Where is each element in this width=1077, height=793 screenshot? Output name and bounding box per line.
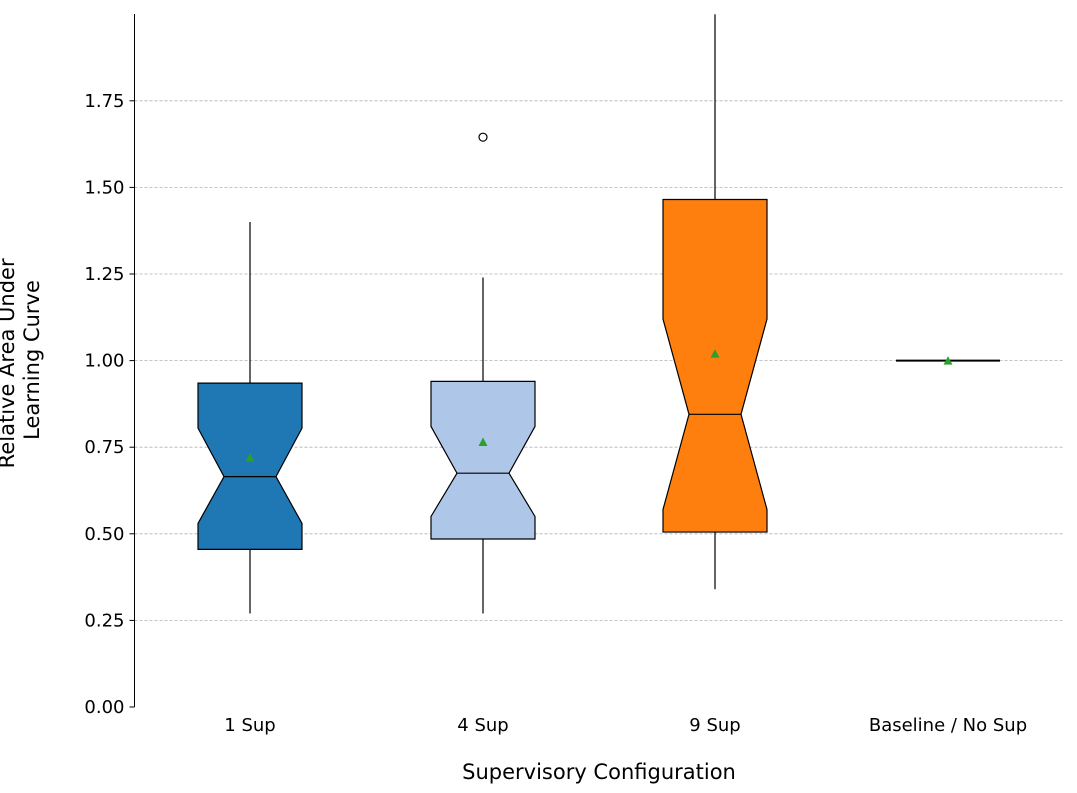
box-group [430, 132, 536, 614]
mean-marker [245, 453, 255, 462]
y-axis-title: Relative Area Under Learning Curve [0, 252, 44, 469]
box-body [430, 380, 536, 540]
x-tick-label: 9 Sup [689, 715, 740, 736]
x-tick-label: Baseline / No Sup [869, 715, 1027, 736]
x-axis-title: Supervisory Configuration [462, 760, 736, 784]
mean-marker [478, 437, 488, 447]
y-tick-label: 1.75 [84, 91, 124, 112]
y-tick-label: 1.50 [84, 177, 124, 198]
box-body [197, 382, 303, 550]
box-group [662, 14, 768, 590]
boxes [197, 14, 1000, 614]
y-tick-label: 0.00 [84, 697, 124, 718]
y-ticks: 0.00 0.25 0.50 0.75 1.00 1.25 1.50 1.75 [84, 91, 135, 718]
outlier-point [478, 132, 488, 142]
x-ticks: 1 Sup 4 Sup 9 Sup Baseline / No Sup [224, 715, 1027, 736]
y-tick-label: 0.75 [84, 437, 124, 458]
y-axis-title-line-1: Relative Area Under [0, 258, 19, 468]
y-tick-label: 1.25 [84, 264, 124, 285]
y-axis-title-line-2: Learning Curve [20, 280, 44, 440]
box-group [197, 222, 303, 614]
y-tick-label: 1.00 [84, 351, 124, 372]
y-tick-label: 0.25 [84, 610, 124, 631]
mean-marker [710, 349, 720, 358]
x-tick-label: 4 Sup [457, 715, 508, 736]
x-tick-label: 1 Sup [224, 715, 275, 736]
box-body [662, 198, 768, 533]
box-group [896, 356, 1000, 365]
mean-marker [943, 356, 953, 365]
y-tick-label: 0.50 [84, 524, 124, 545]
